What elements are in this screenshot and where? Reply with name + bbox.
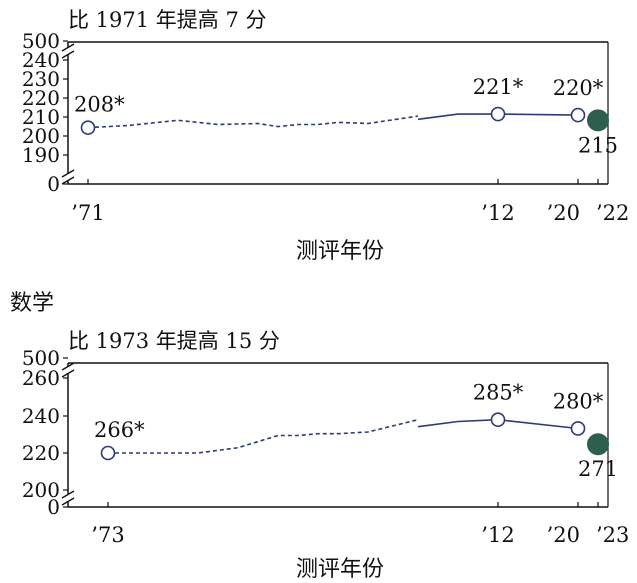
reading-y-tick-label: 230 xyxy=(22,67,60,91)
reading-axis-break-mark xyxy=(61,43,75,59)
math-y-tick-label: 0 xyxy=(47,495,60,519)
reading-series-solid-line xyxy=(417,113,579,121)
reading-y-tick-label: 190 xyxy=(22,143,60,167)
reading-axis-break-mark xyxy=(61,169,75,185)
reading-chart-title: 比 1971 年提高 7 分 xyxy=(68,8,267,32)
section-heading-math: 数学 xyxy=(10,291,55,316)
reading-y-tick-label: 220 xyxy=(22,86,60,110)
math-x-axis-label: 测评年份 xyxy=(296,557,384,582)
reading-y-tick-label: 500 xyxy=(22,29,60,53)
math-data-label: 266* xyxy=(94,418,145,442)
reading-x-tick-label: ’71 xyxy=(71,201,104,225)
reading-data-point-marker xyxy=(570,107,586,123)
math-y-tick-label: 240 xyxy=(22,404,60,428)
math-data-label: 271 xyxy=(578,457,618,481)
reading-x-tick-label: ’20 xyxy=(547,201,580,225)
math-x-tick-label: ’73 xyxy=(91,523,124,547)
math-y-tick-label: 260 xyxy=(22,366,60,390)
math-chart-title: 比 1973 年提高 15 分 xyxy=(68,329,280,353)
reading-y-tick-label: 200 xyxy=(22,124,60,148)
math-series-solid-line xyxy=(417,418,579,430)
reading-x-axis-label: 测评年份 xyxy=(296,239,384,264)
reading-data-label: 215 xyxy=(578,133,618,157)
math-chart: 数学 比 1973 年提高 15 分 500 260 240 220 200 0 ’73 ’12… xyxy=(0,285,637,583)
math-highlight-point xyxy=(587,433,609,456)
reading-axis-break-mask xyxy=(62,47,74,55)
math-axis-break-mark xyxy=(61,490,75,506)
reading-y-tick-label: 0 xyxy=(47,172,60,196)
reading-chart: 比 1971 年提高 7 分 500 240 230 220 210 200 190 0 ’71 ’… xyxy=(0,0,637,270)
math-axis-break-mark xyxy=(61,362,75,378)
reading-highlight-point xyxy=(587,109,609,132)
math-axis-break-mask xyxy=(62,366,74,374)
math-data-point-marker xyxy=(100,445,116,461)
reading-x-tick-label: ’12 xyxy=(481,201,514,225)
math-x-tick-label: ’23 xyxy=(596,523,629,547)
math-axis-break-mask xyxy=(62,494,74,502)
reading-data-point-marker xyxy=(80,120,96,135)
reading-y-tick-label: 210 xyxy=(22,105,60,129)
math-data-point-marker xyxy=(570,421,586,436)
reading-data-label: 208* xyxy=(74,93,125,117)
reading-x-tick-label: ’22 xyxy=(596,201,629,225)
math-data-label: 280* xyxy=(553,389,604,413)
reading-data-point-marker xyxy=(490,106,506,122)
reading-data-label: 221* xyxy=(473,75,524,99)
reading-axis-break-mask xyxy=(62,173,74,181)
math-y-tick-label: 500 xyxy=(22,346,60,370)
math-y-tick-label: 200 xyxy=(22,478,60,502)
math-data-label: 285* xyxy=(473,381,524,405)
math-x-tick-label: ’20 xyxy=(547,523,580,547)
math-data-point-marker xyxy=(490,412,506,427)
math-y-tick-label: 220 xyxy=(22,441,60,465)
math-x-tick-label: ’12 xyxy=(481,523,514,547)
reading-y-tick-label: 240 xyxy=(22,48,60,72)
reading-data-label: 220* xyxy=(553,76,604,100)
reading-series-dashed-line xyxy=(87,115,419,129)
math-series-dashed-line xyxy=(108,418,419,454)
